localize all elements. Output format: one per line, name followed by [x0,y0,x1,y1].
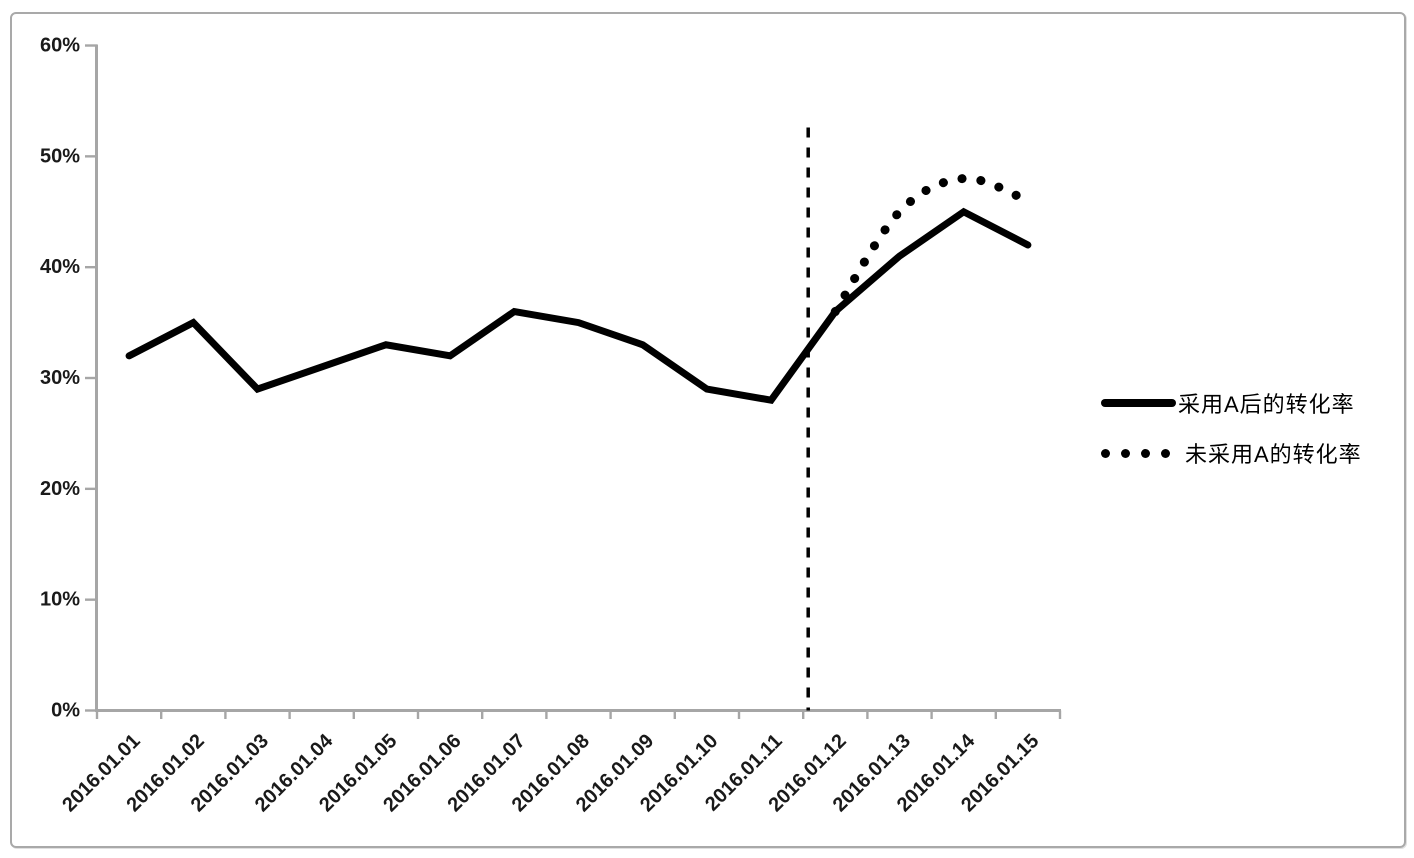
y-tick-label: 0% [51,700,80,722]
legend-label-without-a: 未采用A的转化率 [1185,442,1362,467]
dotted-series-line [830,174,1033,317]
dotted-line-marker [1101,448,1176,458]
legend-item-with-a: 采用A后的转化率 [1101,383,1401,423]
chart-legend: 采用A后的转化率 未采用A的转化率 [1101,383,1401,483]
solid-series-line [125,207,1032,404]
solid-line-marker [1101,399,1176,407]
legend-label-with-a: 采用A后的转化率 [1178,392,1355,417]
y-tick-label: 40% [40,256,80,278]
y-tick-label: 20% [40,478,80,500]
legend-item-without-a: 未采用A的转化率 [1101,433,1401,473]
y-tick-label: 10% [40,589,80,611]
y-tick-label: 50% [40,145,80,167]
y-tick-label: 30% [40,367,80,389]
y-tick-label: 60% [40,35,80,57]
